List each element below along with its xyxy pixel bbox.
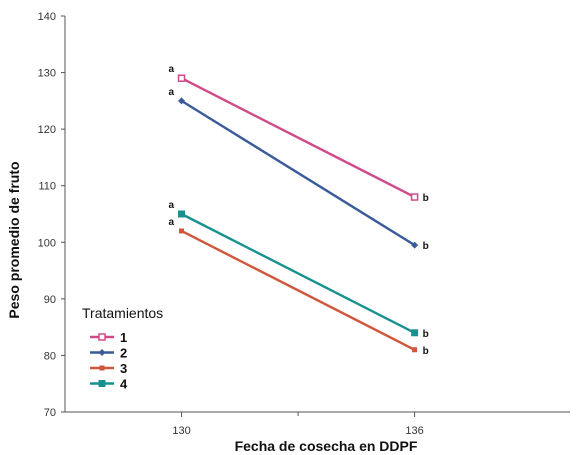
significance-label: b bbox=[423, 193, 429, 204]
significance-label: b bbox=[423, 329, 429, 340]
legend-label: 1 bbox=[120, 330, 127, 345]
legend-swatch-marker bbox=[98, 380, 106, 387]
y-tick-label: 110 bbox=[38, 181, 56, 193]
legend-item-2: 2 bbox=[90, 346, 127, 361]
legend-item-1: 1 bbox=[90, 330, 127, 345]
axes: 70 80 90 100 110 120 130 140 130 136 bbox=[38, 11, 570, 437]
data-point-series-4 bbox=[178, 210, 186, 218]
x-tick-label: 136 bbox=[405, 425, 423, 437]
series-line-1 bbox=[180, 77, 416, 199]
significance-label: b bbox=[423, 241, 429, 252]
data-point-series-2 bbox=[411, 241, 419, 249]
legend-swatch-marker bbox=[99, 365, 105, 371]
y-axis-title: Peso promedio de fruto bbox=[6, 161, 22, 318]
significance-labels: a b a b a b a b bbox=[169, 64, 429, 357]
legend-swatch-marker bbox=[98, 333, 106, 341]
legend-label: 2 bbox=[120, 346, 127, 361]
y-tick-label: 70 bbox=[44, 407, 56, 419]
y-tick-label: 100 bbox=[38, 237, 56, 249]
series-lines bbox=[180, 77, 416, 351]
data-point-series-1 bbox=[177, 74, 186, 82]
significance-label: a bbox=[169, 64, 175, 75]
significance-label: a bbox=[169, 217, 175, 228]
data-point-series-2 bbox=[178, 97, 186, 105]
x-axis-title: Fecha de cosecha en DDPF bbox=[235, 438, 418, 454]
y-tick-label: 90 bbox=[44, 294, 56, 306]
legend-item-3: 3 bbox=[90, 361, 127, 376]
data-point-series-1 bbox=[410, 193, 419, 201]
data-point-series-3 bbox=[412, 347, 418, 353]
significance-label: b bbox=[423, 346, 429, 357]
legend-swatch-marker bbox=[98, 349, 106, 356]
significance-label: a bbox=[169, 200, 175, 211]
series-markers bbox=[177, 74, 419, 353]
legend-label: 3 bbox=[120, 361, 127, 376]
legend-label: 4 bbox=[120, 377, 128, 392]
significance-label: a bbox=[169, 87, 175, 98]
data-point-series-4 bbox=[411, 329, 419, 337]
legend-title: Tratamientos bbox=[82, 305, 163, 321]
x-tick-label: 130 bbox=[172, 425, 190, 437]
y-tick-label: 130 bbox=[38, 68, 56, 80]
series-line-3 bbox=[180, 229, 416, 351]
legend-item-4: 4 bbox=[90, 377, 128, 392]
y-tick-label: 120 bbox=[38, 124, 56, 136]
series-line-2 bbox=[180, 99, 416, 247]
data-point-series-3 bbox=[179, 228, 185, 234]
y-tick-label: 80 bbox=[44, 350, 56, 362]
series-line-4 bbox=[180, 212, 416, 334]
y-tick-label: 140 bbox=[38, 11, 56, 23]
